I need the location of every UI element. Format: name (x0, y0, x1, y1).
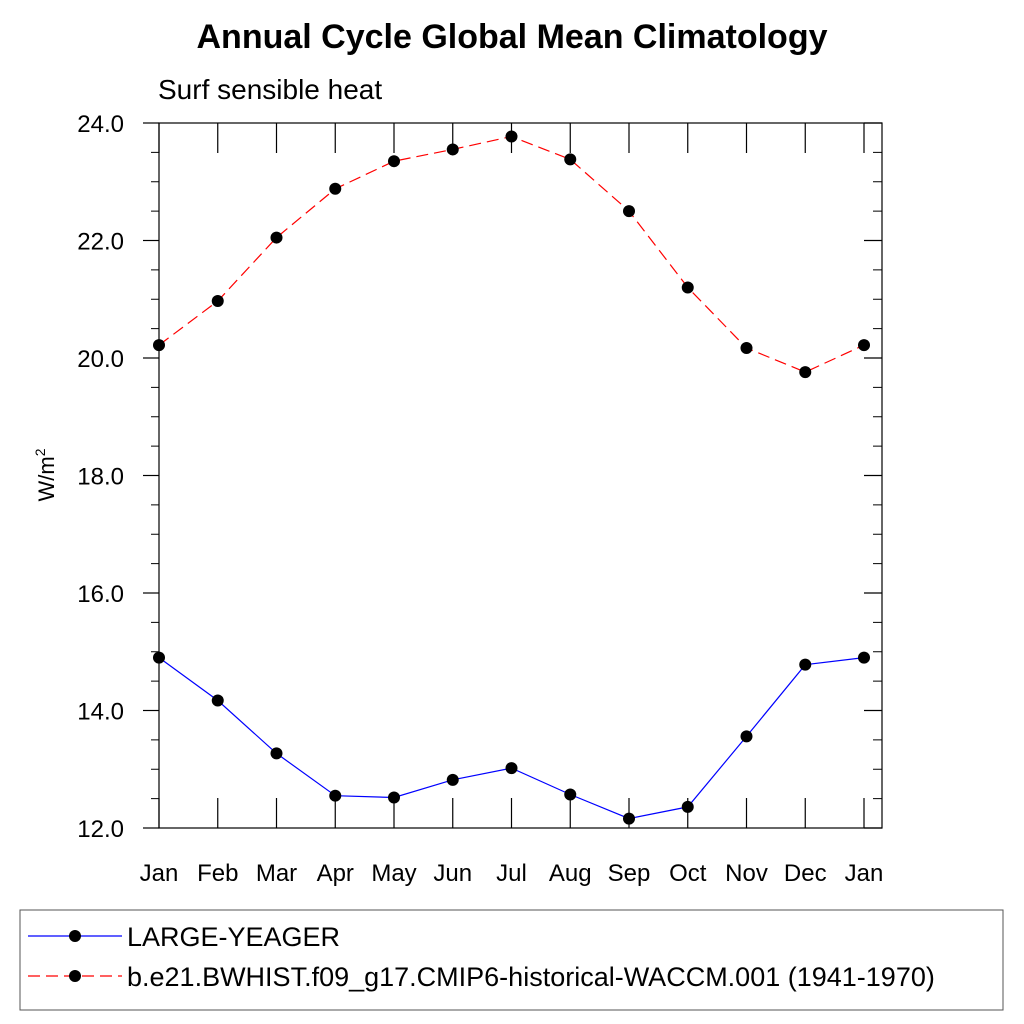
y-tick-label: 18.0 (77, 464, 124, 491)
plot-area: 12.0 14.0 16.0 18.0 20.0 22.0 24.0 Jan Feb Mar Apr… (77, 111, 883, 887)
chart-title: Annual Cycle Global Mean Climatology (197, 18, 828, 56)
legend-marker-1 (69, 930, 81, 942)
x-tick-label: Jan (140, 860, 179, 887)
legend-label-2: b.e21.BWHIST.f09_g17.CMIP6-historical-WA… (127, 962, 935, 992)
legend-box (19, 909, 1004, 1011)
y-axis-label: W/m2 (32, 448, 59, 501)
legend-marker-2 (69, 970, 81, 982)
series-1-point (799, 658, 812, 671)
x-tick-label: Apr (317, 860, 354, 887)
series-2-point (270, 231, 283, 244)
series-line-2 (158, 135, 865, 373)
x-tick-label: Oct (669, 860, 707, 887)
series-1-point (329, 789, 342, 802)
series-2-point (153, 339, 165, 352)
x-tick-label: Jan (845, 860, 884, 887)
series-2-point (623, 205, 635, 218)
y-axis-label-superscript: 2 (32, 448, 48, 456)
chart-subtitle: Surf sensible heat (158, 74, 382, 105)
y-tick-label: 22.0 (77, 229, 124, 256)
series-2-point (564, 153, 577, 166)
legend-label-1: LARGE-YEAGER (127, 922, 340, 952)
x-tick-label: Aug (549, 860, 592, 887)
y-axis-label-base: W/m (34, 456, 59, 501)
series-1-point (858, 651, 870, 664)
x-tick-label: Jun (433, 860, 472, 887)
series-2-point (505, 130, 518, 143)
plot-frame (158, 122, 883, 829)
series-1-point (446, 773, 459, 786)
series-2-point (858, 339, 870, 352)
y-tick-label: 16.0 (77, 581, 124, 608)
x-tick-label: Mar (256, 860, 297, 887)
series-2-point (740, 342, 753, 355)
legend: LARGE-YEAGER b.e21.BWHIST.f09_g17.CMIP6-h… (19, 909, 1004, 1011)
x-tick-label: Nov (725, 860, 768, 887)
series-1-point (211, 694, 224, 707)
x-tick-label: Dec (784, 860, 827, 887)
series-1-point (623, 812, 635, 825)
y-tick-label: 12.0 (77, 816, 124, 843)
series-2-point (799, 366, 812, 379)
series-line-1 (158, 657, 865, 820)
series-1-point (270, 747, 283, 760)
series-1-point (505, 762, 518, 775)
series-2-point (211, 295, 224, 308)
x-tick-label: Sep (608, 860, 651, 887)
svg-text:W/m2: W/m2 (32, 448, 59, 501)
series-1-point (681, 800, 694, 813)
series-2-point (681, 281, 694, 294)
x-tick-label: Jul (496, 860, 527, 887)
series-1-point (564, 788, 577, 801)
series-1-point (388, 791, 400, 804)
series-1-point (740, 730, 753, 743)
series-2-point (388, 155, 400, 168)
x-tick-label: May (371, 860, 416, 887)
series-1-point (153, 651, 165, 664)
series-2-point (329, 182, 342, 195)
series-2-point (446, 143, 459, 156)
y-tick-label: 14.0 (77, 699, 124, 726)
y-tick-label: 24.0 (77, 111, 124, 138)
y-tick-label: 20.0 (77, 346, 124, 373)
x-tick-label: Feb (197, 860, 238, 887)
